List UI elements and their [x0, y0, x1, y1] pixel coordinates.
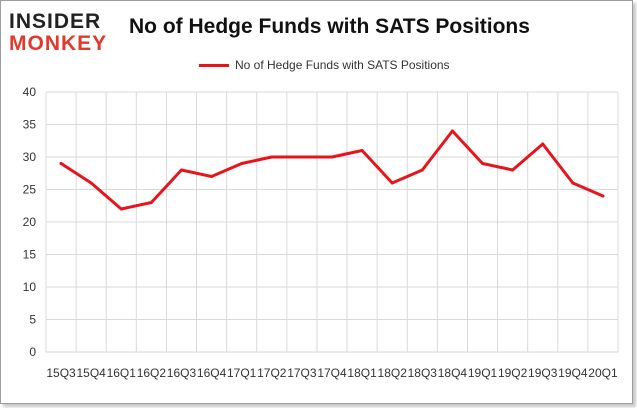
x-tick-label: 17Q4: [317, 366, 347, 380]
data-point: [481, 162, 485, 165]
data-point: [511, 168, 515, 172]
data-point: [390, 181, 394, 185]
data-point: [360, 149, 364, 152]
data-point: [59, 162, 63, 165]
insider-monkey-logo: INSIDER MONKEY: [9, 9, 121, 55]
x-tick-label: 17Q2: [257, 366, 287, 380]
x-tick-label: 19Q2: [498, 366, 528, 380]
data-point: [541, 142, 545, 146]
y-tick-label: 5: [29, 313, 36, 327]
y-tick-label: 15: [23, 248, 37, 262]
y-tick-label: 20: [23, 215, 37, 229]
data-point: [89, 181, 93, 185]
x-tick-label: 18Q4: [438, 366, 468, 380]
chart-title: No of Hedge Funds with SATS Positions: [129, 15, 530, 38]
legend-swatch: [199, 63, 229, 67]
x-tick-label: 20Q1: [588, 366, 618, 380]
x-tick-label: 19Q1: [468, 366, 498, 380]
x-tick-label: 17Q1: [227, 366, 257, 380]
x-tick-label: 15Q3: [46, 366, 76, 380]
data-point: [119, 207, 123, 211]
data-point: [240, 162, 244, 165]
data-point: [601, 194, 605, 198]
data-point: [420, 168, 424, 172]
x-tick-label: 18Q2: [378, 366, 408, 380]
data-point: [450, 129, 454, 133]
y-tick-label: 10: [23, 280, 37, 294]
data-point: [330, 155, 334, 159]
legend-label: No of Hedge Funds with SATS Positions: [235, 58, 450, 72]
y-tick-label: 35: [23, 118, 37, 132]
x-tick-label: 15Q4: [76, 366, 106, 380]
x-tick-label: 18Q3: [408, 366, 438, 380]
x-tick-label: 19Q4: [558, 366, 588, 380]
x-tick-label: 19Q3: [528, 366, 558, 380]
y-tick-label: 0: [29, 345, 36, 359]
y-tick-label: 25: [23, 183, 37, 197]
x-tick-label: 16Q4: [197, 366, 227, 380]
series-line: [59, 129, 605, 211]
data-point: [179, 168, 183, 172]
line-chart: 0 5 10 15 20 25 30 35 40 15Q3 15Q4 16Q1 16Q2 16Q3 16Q4…: [23, 85, 619, 380]
data-point: [210, 175, 214, 178]
data-point: [571, 181, 575, 185]
x-tick-label: 18Q1: [347, 366, 377, 380]
x-tick-label: 17Q3: [287, 366, 317, 380]
x-tick-label: 16Q2: [137, 366, 167, 380]
y-tick-label: 30: [23, 150, 37, 164]
data-point: [149, 201, 153, 204]
y-tick-label: 40: [23, 85, 37, 99]
x-tick-label: 16Q3: [167, 366, 197, 380]
logo-line1: INSIDER: [9, 10, 102, 33]
data-point: [300, 155, 304, 159]
legend: No of Hedge Funds with SATS Positions: [199, 58, 450, 72]
x-tick-label: 16Q1: [107, 366, 137, 380]
logo-line2: MONKEY: [9, 32, 108, 55]
data-point: [270, 155, 274, 159]
